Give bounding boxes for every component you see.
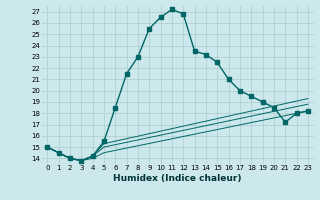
X-axis label: Humidex (Indice chaleur): Humidex (Indice chaleur): [113, 174, 242, 183]
